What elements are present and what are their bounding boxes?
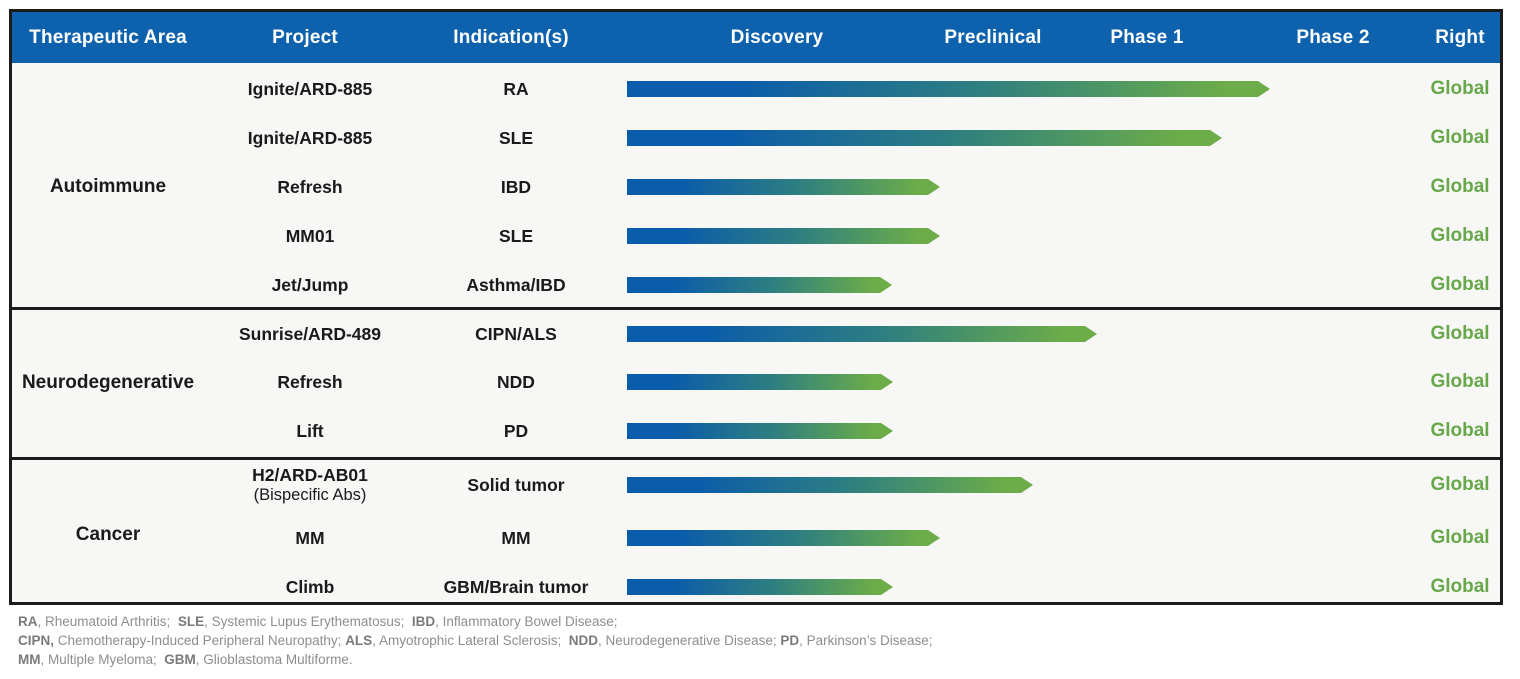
pipeline-row: Ignite/ARD-885 RA Global xyxy=(12,65,1500,113)
pipeline-row: MM MM Global xyxy=(12,514,1500,562)
project-label: Ignite/ARD-885 xyxy=(247,127,373,148)
project-label: Climb xyxy=(285,576,335,597)
footnote-line: RA, Rheumatoid Arthritis; SLE, Systemic … xyxy=(18,614,618,629)
progress-arrow-bar xyxy=(627,179,940,195)
rights-label: Global xyxy=(1430,576,1490,597)
project-label: Ignite/ARD-885 xyxy=(247,78,373,99)
progress-arrow-bar xyxy=(627,81,1270,97)
project-label: H2/ARD-AB01 (Bispecific Abs) xyxy=(252,465,368,504)
indication-label: CIPN/ALS xyxy=(475,323,557,344)
rights-label: Global xyxy=(1430,78,1490,99)
progress-arrow-bar xyxy=(627,530,940,546)
project-label: Refresh xyxy=(277,176,343,197)
header-phase-1: Phase 1 xyxy=(1110,26,1184,48)
project-label: Refresh xyxy=(277,371,343,392)
indication-label: MM xyxy=(501,527,531,548)
header-indications: Indication(s) xyxy=(453,26,569,48)
rights-label: Global xyxy=(1430,420,1490,441)
section-divider xyxy=(9,457,1503,460)
indication-label: IBD xyxy=(500,176,532,197)
pipeline-row: Jet/Jump Asthma/IBD Global xyxy=(12,261,1500,309)
rights-label: Global xyxy=(1430,527,1490,548)
footnote-line: MM, Multiple Myeloma; GBM, Glioblastoma … xyxy=(18,652,353,667)
pipeline-row: Refresh IBD Global xyxy=(12,163,1500,211)
header-right: Right xyxy=(1435,26,1485,48)
progress-arrow-bar xyxy=(627,130,1222,146)
header-phase-2: Phase 2 xyxy=(1296,26,1370,48)
table-header: Therapeutic Area Project Indication(s) D… xyxy=(12,12,1500,63)
rights-label: Global xyxy=(1430,127,1490,148)
indication-label: GBM/Brain tumor xyxy=(443,576,589,597)
abbreviation-footnotes: RA, Rheumatoid Arthritis; SLE, Systemic … xyxy=(18,612,1478,669)
rights-label: Global xyxy=(1430,274,1490,295)
indication-label: SLE xyxy=(498,225,534,246)
indication-label: PD xyxy=(503,420,529,441)
header-project: Project xyxy=(272,26,338,48)
progress-arrow-bar xyxy=(627,423,893,439)
rights-label: Global xyxy=(1430,323,1490,344)
indication-label: SLE xyxy=(498,127,534,148)
header-discovery: Discovery xyxy=(730,26,824,48)
rights-label: Global xyxy=(1430,176,1490,197)
project-label: MM01 xyxy=(285,225,335,246)
pipeline-table: Therapeutic Area Project Indication(s) D… xyxy=(9,9,1503,605)
header-preclinical: Preclinical xyxy=(944,26,1042,48)
pipeline-row: Lift PD Global xyxy=(12,407,1500,455)
progress-arrow-bar xyxy=(627,477,1033,493)
pipeline-row: Sunrise/ARD-489 CIPN/ALS Global xyxy=(12,310,1500,358)
pipeline-row: H2/ARD-AB01 (Bispecific Abs) Solid tumor… xyxy=(12,461,1500,509)
area-label-cancer: Cancer xyxy=(75,524,141,545)
project-label: MM xyxy=(295,527,325,548)
header-therapeutic-area: Therapeutic Area xyxy=(29,26,187,48)
indication-label: RA xyxy=(503,78,529,99)
pipeline-row: Ignite/ARD-885 SLE Global xyxy=(12,114,1500,162)
project-label: Lift xyxy=(296,420,324,441)
pipeline-row: Refresh NDD Global xyxy=(12,358,1500,406)
progress-arrow-bar xyxy=(627,277,892,293)
indication-label: Asthma/IBD xyxy=(466,274,566,295)
area-label-autoimmune: Autoimmune xyxy=(49,176,167,197)
progress-arrow-bar xyxy=(627,579,893,595)
project-label: Sunrise/ARD-489 xyxy=(239,323,381,344)
pipeline-row: Climb GBM/Brain tumor Global xyxy=(12,563,1500,611)
footnote-line: CIPN, Chemotherapy-Induced Peripheral Ne… xyxy=(18,633,933,648)
rights-label: Global xyxy=(1430,474,1490,495)
section-divider xyxy=(9,307,1503,310)
area-label-neurodegenerative: Neurodegenerative xyxy=(21,372,195,393)
rights-label: Global xyxy=(1430,225,1490,246)
progress-arrow-bar xyxy=(627,228,940,244)
indication-label: NDD xyxy=(497,371,535,392)
project-label: Jet/Jump xyxy=(271,274,349,295)
pipeline-row: MM01 SLE Global xyxy=(12,212,1500,260)
progress-arrow-bar xyxy=(627,326,1097,342)
rights-label: Global xyxy=(1430,371,1490,392)
indication-label: Solid tumor xyxy=(467,474,565,495)
progress-arrow-bar xyxy=(627,374,893,390)
